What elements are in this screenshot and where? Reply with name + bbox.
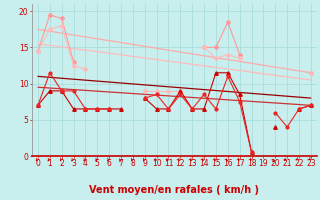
X-axis label: Vent moyen/en rafales ( km/h ): Vent moyen/en rafales ( km/h ) [89, 185, 260, 195]
